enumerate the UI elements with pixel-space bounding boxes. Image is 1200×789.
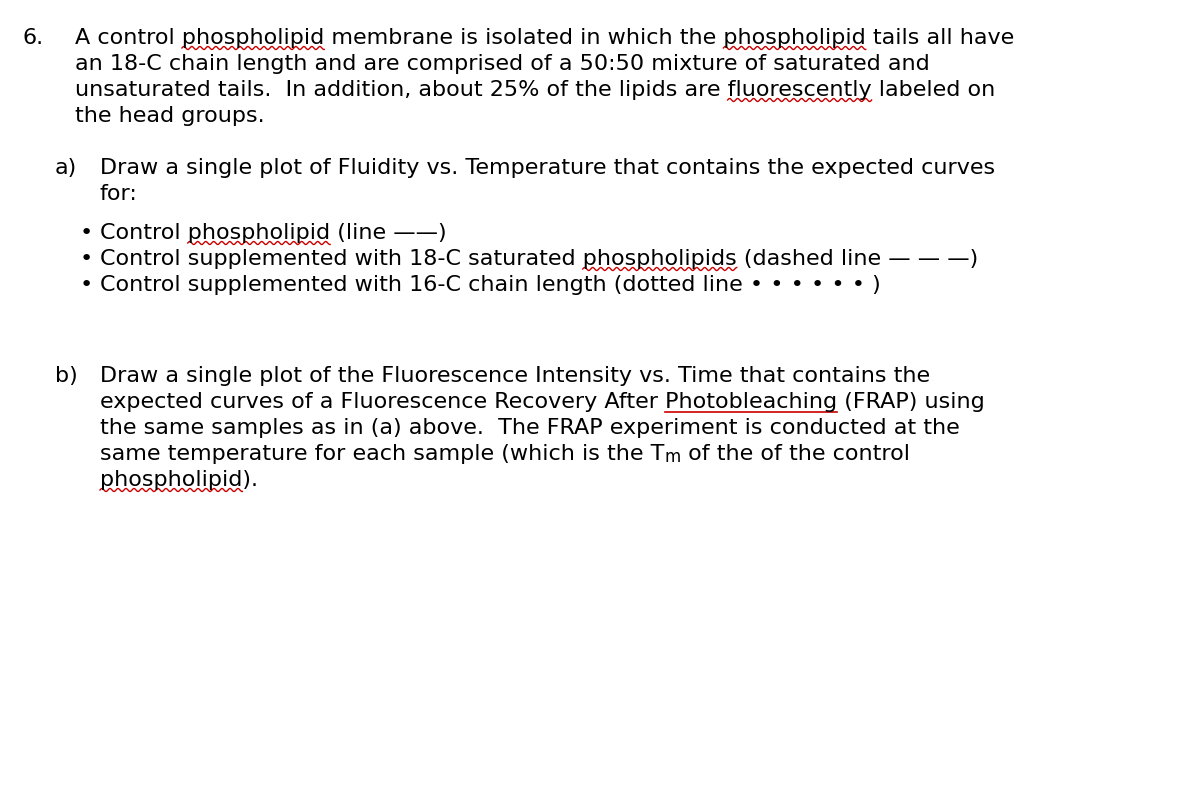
Text: the same samples as in (a) above.  The FRAP experiment is conducted at the: the same samples as in (a) above. The FR… [100,418,960,438]
Text: •: • [80,223,94,243]
Text: a): a) [55,158,77,178]
Text: m: m [665,448,680,466]
Text: the head groups.: the head groups. [74,106,265,126]
Text: phospholipid).: phospholipid). [100,470,258,490]
Text: •: • [80,249,94,269]
Text: unsaturated tails.  In addition, about 25% of the lipids are fluorescently label: unsaturated tails. In addition, about 25… [74,80,995,100]
Text: expected curves of a Fluorescence Recovery After Photobleaching (FRAP) using: expected curves of a Fluorescence Recove… [100,392,985,412]
Text: same temperature for each sample (which is the T: same temperature for each sample (which … [100,444,665,464]
Text: b): b) [55,366,78,386]
Text: Control supplemented with 18-C saturated phospholipids (dashed line — — —): Control supplemented with 18-C saturated… [100,249,978,269]
Text: Draw a single plot of the Fluorescence Intensity vs. Time that contains the: Draw a single plot of the Fluorescence I… [100,366,930,386]
Text: an 18-C chain length and are comprised of a 50:50 mixture of saturated and: an 18-C chain length and are comprised o… [74,54,930,74]
Text: Control supplemented with 16-C chain length (dotted line • • • • • • ): Control supplemented with 16-C chain len… [100,275,881,295]
Text: Control phospholipid (line ——): Control phospholipid (line ——) [100,223,446,243]
Text: for:: for: [100,184,138,204]
Text: 6.: 6. [22,28,43,48]
Text: •: • [80,275,94,295]
Text: Draw a single plot of Fluidity vs. Temperature that contains the expected curves: Draw a single plot of Fluidity vs. Tempe… [100,158,995,178]
Text: of the of the control: of the of the control [680,444,910,464]
Text: A control phospholipid membrane is isolated in which the phospholipid tails all : A control phospholipid membrane is isola… [74,28,1014,48]
